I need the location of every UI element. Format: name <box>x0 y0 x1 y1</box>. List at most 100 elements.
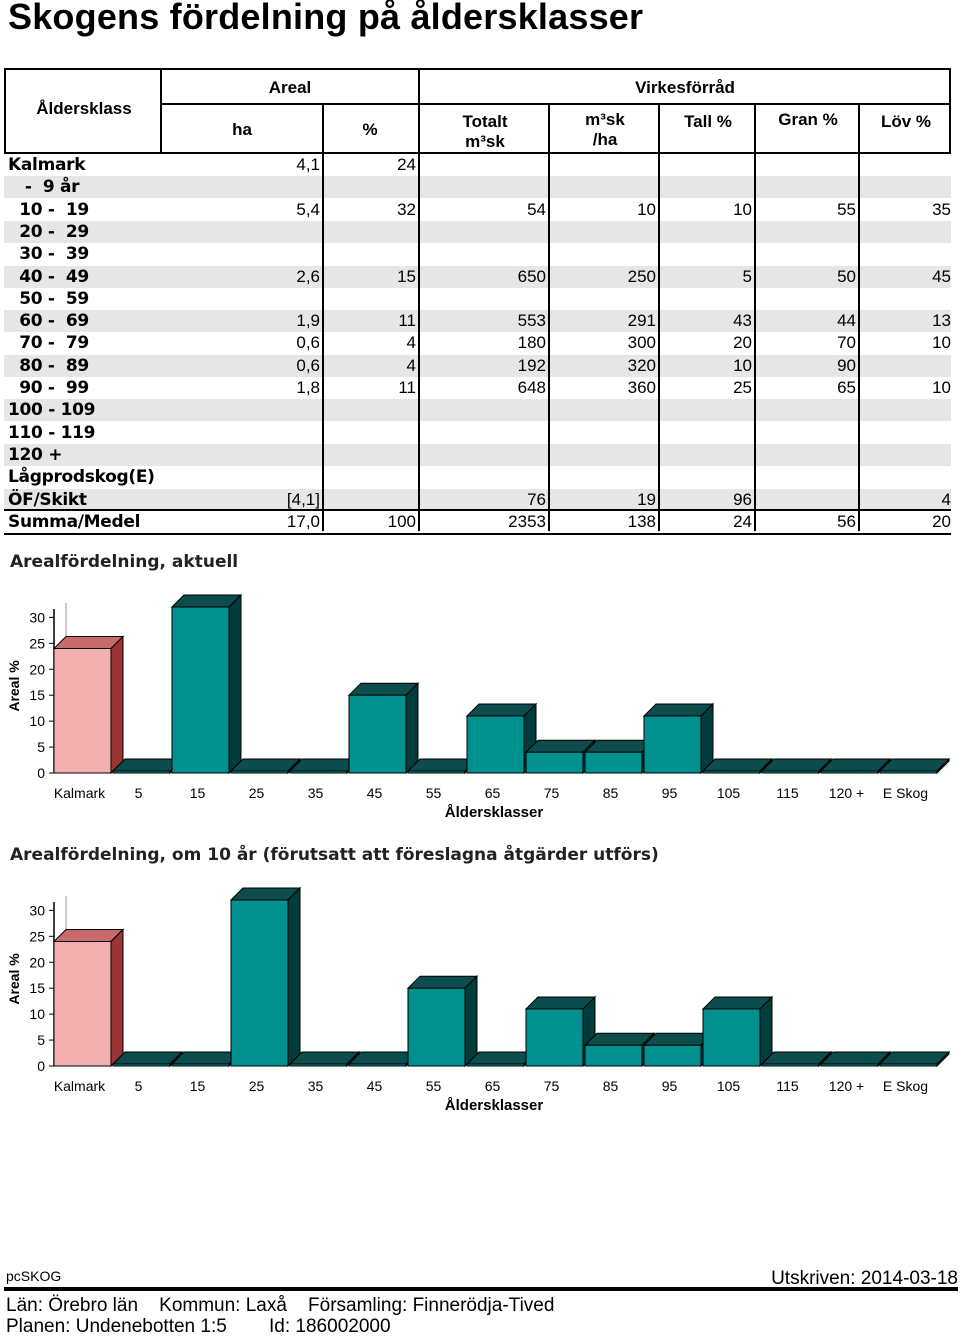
x-tick-label: 65 <box>485 785 501 801</box>
bar <box>289 1063 348 1067</box>
cell-ha: 5,4 <box>296 199 320 219</box>
x-tick-label: 55 <box>426 785 442 801</box>
table-divider <box>858 104 860 531</box>
cell-pct: 32 <box>397 199 416 219</box>
table-border-left <box>4 70 6 154</box>
cell-totalt: 553 <box>517 311 546 331</box>
cell-m3skha: 138 <box>627 512 656 531</box>
table-row: 70 - 79 0,6 4 180 300 20 70 10 <box>4 332 951 354</box>
cell-m3skha: 10 <box>637 199 656 219</box>
table-row: 10 - 19 5,4 32 54 10 10 55 35 <box>4 199 951 221</box>
table-header-rule <box>162 103 949 105</box>
row-label: ÖF/Skikt <box>8 489 87 510</box>
row-label: - 9 år <box>8 177 80 198</box>
cell-pct: 100 <box>387 512 416 531</box>
x-tick-label: Kalmark <box>54 785 106 801</box>
y-tick-label: 20 <box>29 661 45 677</box>
cell-ha: [4,1] <box>286 489 320 509</box>
x-tick-label: 45 <box>367 785 383 801</box>
table-divider <box>548 104 550 531</box>
row-label: 120 + <box>8 444 63 465</box>
bar-side <box>405 681 419 775</box>
program-name: pcSKOG <box>6 1268 62 1284</box>
cell-gran: 65 <box>837 378 856 397</box>
row-label: 10 - 19 <box>8 199 89 220</box>
x-tick-label: 75 <box>544 1078 560 1094</box>
bar <box>112 1063 171 1067</box>
bar <box>53 648 112 774</box>
cell-lov: 10 <box>932 333 951 353</box>
y-axis-label: Areal % <box>6 953 22 1005</box>
y-tick-label: 30 <box>29 609 45 625</box>
table-summary-row: Summa/Medel 17,0 100 2353 138 24 56 20 <box>4 511 951 533</box>
cell-ha: 4,1 <box>296 155 320 174</box>
row-label: Kalmark <box>8 155 86 175</box>
x-tick-label: 120 + <box>829 1078 864 1094</box>
bar-side <box>287 886 301 1068</box>
cell-tall: 5 <box>742 266 752 286</box>
row-label: 60 - 69 <box>8 311 89 332</box>
bar <box>230 770 289 774</box>
cell-totalt: 192 <box>517 355 546 375</box>
bar <box>525 1008 584 1067</box>
cell-m3skha: 291 <box>627 311 656 331</box>
bar <box>820 1063 879 1067</box>
table-row: 90 - 99 1,8 11 648 360 25 65 10 <box>4 377 951 399</box>
cell-pct: 4 <box>406 333 416 353</box>
table-row: 110 - 119 <box>4 422 951 444</box>
cell-m3skha: 320 <box>627 355 656 375</box>
bar <box>584 1044 643 1067</box>
x-tick-label: 35 <box>308 785 324 801</box>
cell-lov: 4 <box>941 489 951 509</box>
x-tick-label: 5 <box>135 1078 143 1094</box>
bar <box>584 751 643 774</box>
x-tick-label: 45 <box>367 1078 383 1094</box>
bar <box>525 751 584 774</box>
bar <box>702 770 761 774</box>
bar <box>702 1008 761 1067</box>
x-tick-label: 15 <box>190 785 206 801</box>
cell-pct: 24 <box>397 155 416 174</box>
chart-plot: 0 5 10 15 20 25 30 Areal % Kalmark 5 15 25 35 45 55 65 7… <box>6 886 951 1114</box>
table-border-right <box>949 70 951 154</box>
table-row: ÖF/Skikt [4,1] 76 19 96 4 <box>4 488 951 511</box>
bar-side <box>464 974 478 1068</box>
bar-side <box>110 928 124 1068</box>
y-axis-label: Areal % <box>6 660 22 712</box>
table-divider <box>754 104 756 531</box>
y-tick-label: 0 <box>37 765 45 781</box>
y-tick-label: 5 <box>37 739 45 755</box>
y-tick-label: 15 <box>29 980 45 996</box>
header-tall: Tall % <box>684 112 732 131</box>
row-label: 40 - 49 <box>8 266 89 287</box>
age-class-table: Kalmark 4,1 24 - 9 år 10 - 19 5,4 32 5 4 10 10 55… <box>4 68 951 535</box>
cell-m3skha: 300 <box>627 333 656 353</box>
bar <box>407 987 466 1067</box>
cell-lov: 10 <box>932 378 951 397</box>
cell-tall: 20 <box>733 333 752 353</box>
x-tick-label: 15 <box>190 1078 206 1094</box>
table-row: Lågprodskog(E) <box>4 466 951 488</box>
header-aldersklass: Åldersklass <box>36 99 132 118</box>
row-label: Lågprodskog(E) <box>8 467 155 488</box>
cell-lov: 35 <box>932 199 951 219</box>
bar <box>171 1063 230 1067</box>
chart-plot: 0 5 10 15 20 25 30 Areal % Kalmark 5 15 25 35 45 55 65 7… <box>6 593 951 821</box>
bar <box>820 770 879 774</box>
header-virkesforrad: Virkesförråd <box>635 78 735 97</box>
cell-tall: 25 <box>733 378 752 397</box>
bar <box>230 899 289 1067</box>
bar <box>348 694 407 774</box>
row-label: Summa/Medel <box>8 512 141 532</box>
table-divider <box>658 104 660 531</box>
table-divider <box>160 70 162 154</box>
cell-m3skha: 250 <box>627 266 656 286</box>
header-areal: Areal <box>268 78 312 97</box>
bar-side <box>228 593 242 775</box>
cell-tall: 24 <box>733 512 752 531</box>
x-tick-label: E Skog <box>883 785 928 801</box>
x-tick-label: 85 <box>603 1078 619 1094</box>
bar <box>112 770 171 774</box>
header-lov: Löv % <box>880 112 932 131</box>
y-tick-label: 30 <box>29 902 45 918</box>
